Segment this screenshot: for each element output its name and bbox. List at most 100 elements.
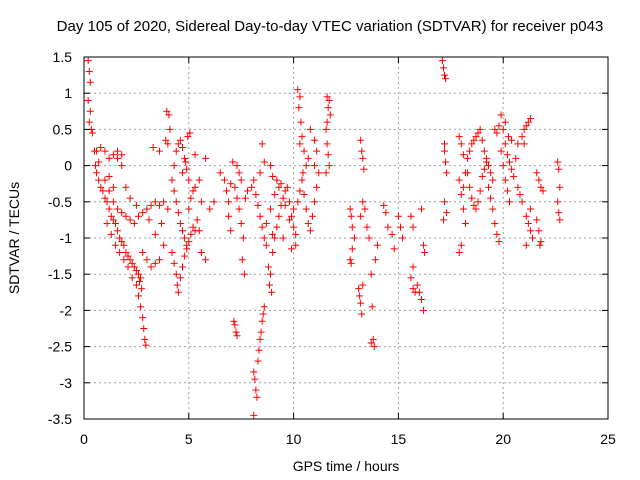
data-point: [197, 198, 205, 206]
data-point: [413, 281, 421, 289]
data-point: [253, 393, 261, 401]
y-tick-label: -0.5: [48, 194, 72, 210]
data-point: [363, 223, 371, 231]
data-point: [155, 147, 163, 155]
data-point: [466, 183, 474, 191]
data-point: [172, 147, 180, 155]
data-point: [114, 154, 122, 162]
data-point: [183, 165, 191, 173]
data-point: [269, 172, 277, 180]
data-point: [275, 212, 283, 220]
axis-ticks: 0 5 10 15 20 25 -3.5 -3 -2.5 -2 -1.5 -1 -0.5 0 0.5 1 1.5: [48, 49, 616, 447]
data-point: [223, 187, 231, 195]
data-point: [189, 187, 197, 195]
data-point: [227, 227, 235, 235]
data-point: [510, 172, 518, 180]
data-point: [105, 172, 113, 180]
data-point: [257, 328, 265, 336]
data-point: [237, 220, 245, 228]
data-point: [302, 205, 310, 213]
data-point: [442, 75, 450, 83]
data-point: [396, 223, 404, 231]
data-point: [487, 169, 495, 177]
data-point: [459, 205, 467, 213]
y-axis-label: SDTVAR / TECUs: [6, 182, 22, 294]
data-point: [294, 198, 302, 206]
data-point: [292, 241, 300, 249]
data-point: [533, 216, 541, 224]
data-point: [165, 111, 173, 119]
x-tick-label: 5: [185, 431, 193, 447]
data-point: [313, 183, 321, 191]
data-point: [170, 162, 178, 170]
data-point: [438, 57, 446, 65]
data-point: [368, 303, 376, 311]
data-point: [279, 234, 287, 242]
data-point: [267, 270, 275, 278]
data-point: [304, 220, 312, 228]
data-point: [539, 187, 547, 195]
data-point: [186, 129, 194, 137]
x-tick-label: 25: [600, 431, 616, 447]
data-point: [256, 169, 264, 177]
data-point: [501, 118, 509, 126]
data-point: [122, 248, 130, 256]
data-point: [158, 220, 166, 228]
data-point: [151, 230, 159, 238]
data-point: [95, 176, 103, 184]
data-point: [101, 176, 109, 184]
data-point: [252, 386, 260, 394]
data-point: [151, 198, 159, 206]
data-point: [118, 151, 126, 159]
y-tick-label: 0: [64, 158, 72, 174]
data-point: [556, 216, 564, 224]
y-tick-label: -2: [60, 302, 73, 318]
data-point: [118, 209, 126, 217]
y-tick-label: -1.5: [48, 266, 72, 282]
data-point: [279, 194, 287, 202]
data-point: [128, 274, 136, 282]
data-point: [268, 288, 276, 296]
data-point: [107, 212, 115, 220]
data-point: [109, 216, 117, 224]
data-point: [512, 154, 520, 162]
data-point: [441, 198, 449, 206]
data-point: [172, 198, 180, 206]
data-point: [164, 205, 172, 213]
data-point: [324, 104, 332, 112]
data-point: [120, 256, 128, 264]
data-point: [457, 140, 465, 148]
data-point: [298, 133, 306, 141]
data-point: [311, 162, 319, 170]
data-point: [325, 162, 333, 170]
data-point: [518, 198, 526, 206]
data-point: [407, 274, 415, 282]
data-point: [304, 154, 312, 162]
data-point: [292, 230, 300, 238]
data-point: [325, 96, 333, 104]
data-point: [296, 187, 304, 195]
y-tick-label: 1.5: [53, 49, 73, 65]
data-point: [232, 328, 240, 336]
data-point: [132, 281, 140, 289]
x-tick-label: 0: [80, 431, 88, 447]
data-point: [459, 183, 467, 191]
data-point: [160, 198, 168, 206]
data-point: [258, 317, 266, 325]
data-point: [535, 227, 543, 235]
data-point: [361, 205, 369, 213]
data-point: [526, 115, 534, 123]
data-point: [206, 205, 214, 213]
data-point: [139, 314, 147, 322]
data-point: [172, 270, 180, 278]
data-point: [358, 310, 366, 318]
data-point: [168, 176, 176, 184]
data-point: [269, 248, 277, 256]
data-point: [260, 158, 268, 166]
x-tick-label: 15: [391, 431, 407, 447]
data-point: [415, 288, 423, 296]
data-point: [143, 205, 151, 213]
data-point: [248, 183, 256, 191]
data-point: [182, 158, 190, 166]
data-point: [302, 162, 310, 170]
